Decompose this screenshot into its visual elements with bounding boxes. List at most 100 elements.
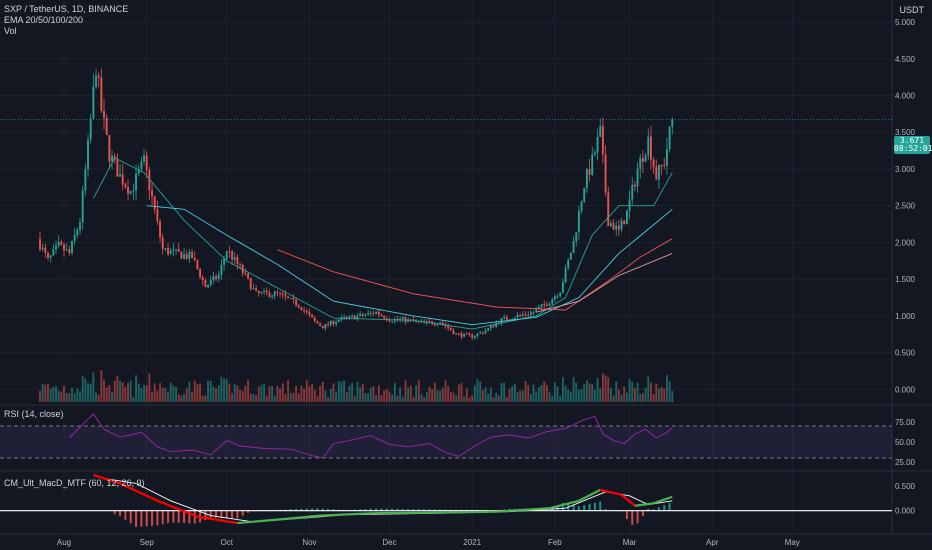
candle-body [145, 155, 148, 171]
volume-bar [119, 380, 121, 402]
volume-bar [151, 392, 153, 402]
candle-body [583, 187, 586, 202]
volume-bar [631, 381, 634, 402]
volume-bar [319, 385, 322, 402]
candle-body [207, 284, 210, 288]
candle-body [577, 210, 580, 233]
volume-bar [135, 375, 137, 402]
volume-bar [164, 387, 167, 402]
volume-bar [503, 382, 506, 402]
candles [39, 68, 674, 340]
candle-body [281, 293, 284, 295]
volume-indicator-label[interactable]: Vol [4, 26, 17, 36]
macd-histogram-bar [172, 510, 175, 523]
volume-bar [260, 384, 263, 402]
macd-histogram-bar [636, 510, 639, 524]
macd-histogram-bar [215, 510, 218, 518]
time-tick-label: Mar [623, 538, 637, 547]
volume-bar [649, 382, 652, 402]
candle-body [332, 320, 335, 325]
candle-body [588, 169, 591, 175]
candle-body [73, 235, 76, 242]
volume-bar [657, 388, 660, 402]
candle-body [655, 166, 658, 180]
volume-bar [607, 377, 610, 402]
candle-body [71, 241, 73, 253]
candle-body [529, 312, 532, 315]
macd-pane-label[interactable]: CM_Ult_MacD_MTF (60, 12, 26, 9) [4, 478, 145, 488]
candle-body [215, 276, 218, 279]
candle-body [143, 155, 145, 162]
candle-body [129, 191, 132, 194]
candle-body [79, 222, 81, 230]
ema-indicator-label[interactable]: EMA 20/50/100/200 [4, 15, 84, 25]
volume-bar [332, 383, 335, 402]
macd-histogram-bar [503, 509, 506, 511]
candle-body [511, 319, 514, 321]
volume-bar [431, 389, 434, 402]
volume-bar [108, 384, 111, 402]
volume-bar [412, 397, 415, 402]
candle-body [604, 154, 607, 193]
candle-body [343, 317, 346, 319]
volume-bar [140, 388, 143, 402]
macd-line-segment [599, 488, 622, 496]
candle-body [433, 323, 436, 325]
macd-histogram-bar [401, 508, 404, 511]
volume-bar [300, 385, 303, 402]
macd-histogram-bar [135, 510, 138, 528]
volume-bar [348, 385, 351, 402]
volume-bar [540, 385, 543, 402]
volume-bar [652, 393, 655, 402]
volume-bar [359, 387, 362, 402]
volume-bar [569, 391, 572, 402]
candle-body [68, 249, 71, 253]
volume-bar [516, 392, 519, 402]
candle-body [532, 312, 535, 314]
volume-bar [468, 397, 471, 402]
macd-histogram-bar [311, 508, 314, 511]
macd-histogram-bar [561, 502, 564, 511]
candle-body [167, 248, 169, 255]
volume-bar [60, 391, 63, 402]
macd-histogram-bar [140, 510, 143, 527]
macd-histogram-bar [124, 510, 127, 520]
volume-bar [495, 392, 498, 402]
rsi-pane-label[interactable]: RSI (14, close) [4, 409, 64, 419]
candle-body [156, 209, 159, 221]
volume-bar [460, 383, 463, 402]
candle-body [335, 321, 338, 325]
candle-body [487, 328, 490, 331]
candle-body [348, 315, 351, 318]
volume-bar [497, 395, 500, 402]
volume-bars [39, 370, 674, 402]
volume-bar [633, 388, 636, 402]
time-tick-label: Feb [548, 538, 562, 547]
volume-bar [220, 376, 223, 402]
candle-body [473, 336, 476, 338]
price-tick-label: 0.500 [895, 349, 916, 358]
volume-bar [255, 394, 258, 402]
macd-histogram-bar [220, 510, 223, 518]
macd-histogram-bar [204, 510, 207, 521]
macd-line-segment [320, 512, 374, 517]
candle-body [217, 274, 220, 279]
candle-body [95, 75, 97, 87]
macd-histogram-bar [156, 510, 159, 526]
macd-histogram-bar [572, 504, 575, 511]
volume-bar [623, 386, 626, 402]
candle-body [263, 290, 266, 293]
time-tick-label: Apr [706, 538, 719, 547]
candle-body [65, 249, 68, 251]
volume-bar [52, 386, 55, 402]
candle-body [596, 136, 599, 153]
volume-bar [308, 386, 311, 402]
candle-body [489, 325, 492, 329]
volume-bar [129, 380, 132, 402]
candle-body [364, 314, 367, 316]
price-tick-label: 3.500 [895, 128, 916, 137]
candle-body [284, 294, 287, 297]
macd-histogram-bar [241, 510, 244, 516]
volume-bar [281, 383, 284, 402]
